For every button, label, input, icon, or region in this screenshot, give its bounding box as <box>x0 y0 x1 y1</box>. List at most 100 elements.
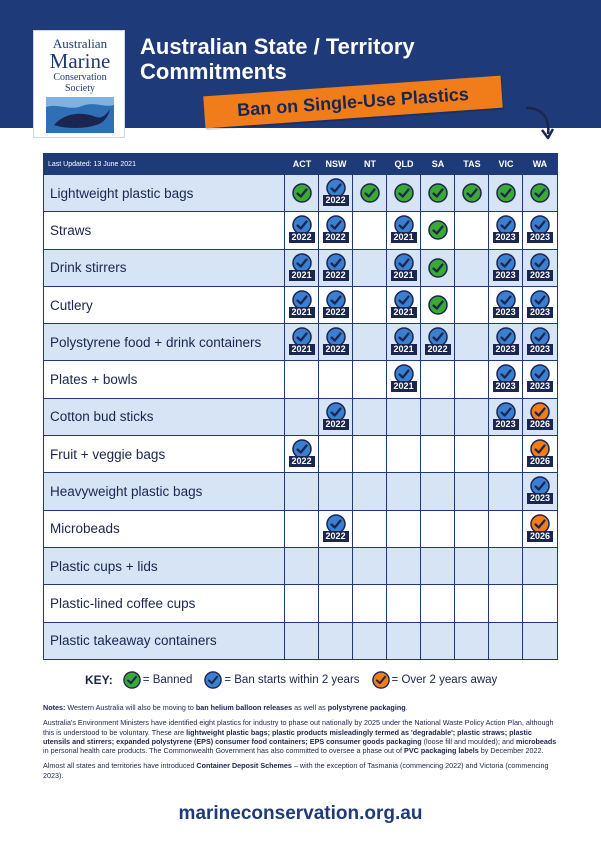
year-badge: 2023 <box>492 232 519 244</box>
blue-check-icon: 2023 <box>527 476 554 510</box>
status-cell-nsw: 2022 <box>319 286 354 324</box>
blue-check-icon: 2022 <box>288 439 315 473</box>
green-check-icon <box>357 178 383 212</box>
status-cell-sa <box>421 436 456 473</box>
status-cell-qld <box>387 547 422 585</box>
amcs-logo[interactable]: Australian Marine Conservation Society <box>33 30 125 138</box>
blue-check-icon: 2023 <box>492 290 519 324</box>
blue-check-icon: 2023 <box>492 364 519 398</box>
status-cell-nt <box>353 212 388 249</box>
blue-check-icon: 2023 <box>527 364 554 398</box>
column-header: NSW <box>325 159 347 169</box>
status-cell-sa <box>421 212 456 249</box>
row-label: Plastic-lined coffee cups <box>44 585 286 622</box>
status-cell-vic: 2023 <box>489 249 524 286</box>
blue-check-icon: 2021 <box>390 364 417 398</box>
orange-check-icon: 2026 <box>527 402 554 436</box>
blue-check-icon: 2023 <box>492 327 519 361</box>
status-cell-act <box>285 361 320 398</box>
table-row: Heavyweight plastic bags 2023 <box>44 472 557 510</box>
year-badge: 2022 <box>288 456 315 468</box>
status-cell-wa <box>523 175 557 211</box>
blue-check-icon: 2022 <box>322 252 349 287</box>
status-cell-act <box>285 398 320 436</box>
status-cell-nsw <box>319 547 354 585</box>
table-row: Microbeads 2022 2026 <box>44 509 557 548</box>
status-cell-nsw <box>319 361 354 398</box>
orange-check-icon: 2026 <box>527 439 554 473</box>
notes: Notes: Western Australia will also be mo… <box>43 703 558 786</box>
blue-check-icon: 2021 <box>288 290 315 324</box>
orange-check-icon: 2026 <box>527 513 554 548</box>
status-cell-vic: 2023 <box>489 324 524 361</box>
status-cell-tas <box>455 324 490 361</box>
status-cell-act: 2021 <box>285 249 320 287</box>
blue-check-icon: 2023 <box>527 327 554 361</box>
status-cell-nsw: 2022 <box>319 510 354 547</box>
logo-line-4: Society <box>65 83 95 94</box>
table-row: Plastic cups + lids <box>44 546 557 585</box>
status-cell-nsw: 2022 <box>319 212 354 249</box>
status-cell-qld <box>387 175 422 212</box>
status-cell-nt <box>353 547 388 585</box>
note-wa: Notes: Western Australia will also be mo… <box>43 703 558 712</box>
year-badge: 2023 <box>527 381 554 393</box>
table-header: Last Updated: 13 June 2021 ACT NSW NT QL… <box>44 154 557 174</box>
green-check-icon <box>123 671 141 689</box>
status-cell-qld: 2021 <box>387 361 422 398</box>
status-cell-vic: 2023 <box>489 398 524 436</box>
year-badge: 2026 <box>527 530 554 542</box>
status-cell-tas <box>455 212 490 249</box>
status-cell-vic: 2023 <box>489 361 524 398</box>
year-badge: 2023 <box>527 344 554 356</box>
status-cell-tas <box>455 286 490 324</box>
row-label: Cutlery <box>44 286 286 324</box>
status-cell-qld <box>387 398 422 436</box>
row-label: Drink stirrers <box>44 249 286 286</box>
commitments-table: Last Updated: 13 June 2021 ACT NSW NT QL… <box>43 153 558 660</box>
year-badge: 2023 <box>527 493 554 505</box>
status-cell-wa <box>523 623 557 659</box>
status-cell-wa: 2026 <box>523 399 557 435</box>
blue-check-icon: 2023 <box>527 290 554 324</box>
blue-check-icon: 2022 <box>322 402 349 436</box>
table-row: Polystyrene food + drink containers 2021 2… <box>44 323 557 361</box>
table-row: Cutlery 2021 2022 2021 2023 2023 <box>44 285 557 324</box>
status-cell-nsw: 2022 <box>319 398 354 436</box>
status-cell-nt <box>353 286 388 324</box>
column-header: QLD <box>394 159 414 169</box>
blue-check-icon: 2021 <box>390 215 417 249</box>
status-cell-nt <box>353 398 388 436</box>
website-link[interactable]: marineconservation.org.au <box>178 803 423 824</box>
year-badge: 2023 <box>527 232 554 244</box>
note-text: (loose fill and moulded); and <box>421 736 516 746</box>
status-cell-wa: 2023 <box>523 212 557 248</box>
blue-check-icon: 2021 <box>288 252 315 287</box>
row-label: Plastic cups + lids <box>44 547 286 585</box>
note-text: as well as <box>292 703 328 712</box>
green-check-icon <box>459 178 485 212</box>
row-label: Heavyweight plastic bags <box>44 473 286 510</box>
status-cell-qld: 2021 <box>387 249 422 286</box>
note-text: in personal health care products. The Co… <box>43 746 405 756</box>
notes-label: Notes: <box>43 703 66 712</box>
status-cell-wa: 2023 <box>523 250 557 286</box>
curved-arrow-icon <box>525 106 555 140</box>
year-badge: 2022 <box>424 344 451 356</box>
logo-line-1: Australian <box>52 36 108 51</box>
page-title: Australian State / Territory Commitments <box>140 34 415 84</box>
column-header: ACT <box>292 159 312 169</box>
status-cell-nt <box>353 175 388 212</box>
year-badge: 2026 <box>527 418 554 430</box>
status-cell-vic <box>489 585 524 622</box>
status-cell-sa <box>421 398 456 436</box>
status-cell-sa <box>421 175 456 212</box>
note-national: Australia's Environment Ministers have i… <box>43 718 558 755</box>
status-cell-wa <box>523 548 557 584</box>
status-cell-act <box>285 175 320 212</box>
green-check-icon <box>425 215 451 249</box>
year-badge: 2022 <box>322 418 349 430</box>
table-row: Cotton bud sticks 2022 2023 2026 <box>44 397 557 436</box>
blue-check-icon: 2022 <box>288 215 315 249</box>
green-check-icon <box>493 178 519 212</box>
